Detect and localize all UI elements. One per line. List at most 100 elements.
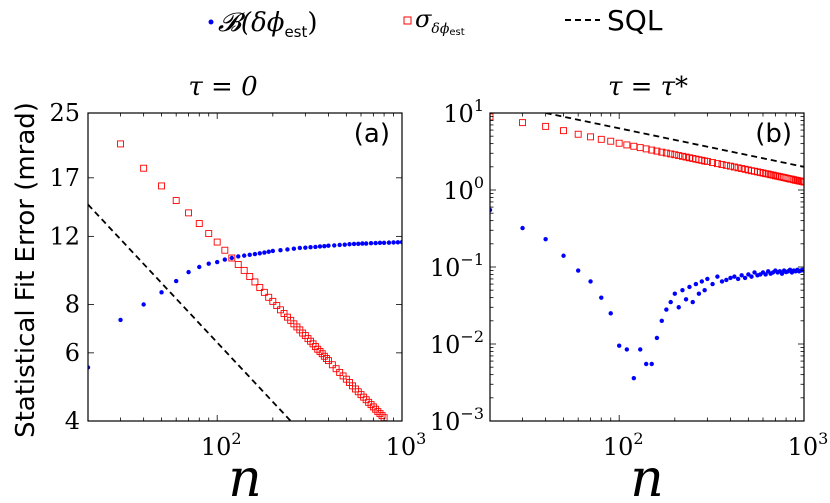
panel-a-sigma-point [376, 410, 384, 418]
panel-a-sigma-point [369, 403, 377, 411]
panel-a-ytick-label-1: 6 [65, 339, 80, 367]
panel-b-sigma-point [636, 144, 644, 152]
panel-b-xticklabels: 102 103 [603, 429, 829, 461]
panel-a-bias-point [342, 242, 347, 247]
panel-b-sigma-point [703, 157, 711, 165]
panel-a-bias-point [285, 247, 290, 252]
panel-b-sigma-point [671, 151, 679, 159]
panel-a-sigma-point [372, 405, 380, 413]
panel-b-sigma-point [727, 162, 734, 170]
panel-a-sigma-point [332, 365, 340, 373]
legend-sigma-subsub: est [449, 27, 464, 38]
panel-a-bias-point [291, 246, 297, 251]
panel-a-sigma-point [269, 297, 277, 305]
panel-a-bias-point [356, 241, 361, 247]
panel-b-sigma-point [713, 160, 721, 168]
panel-a-bias-point [141, 302, 146, 307]
panel-a-yticklabels: 4 6 8 12 17 25 [49, 99, 80, 435]
panel-a-bias-point [322, 243, 327, 249]
panel-a-title: τ = 0 [188, 72, 257, 102]
panel-a-bias-point [386, 240, 392, 245]
panel-a-ytick-label-5: 25 [49, 99, 80, 127]
panel-a-bias-point [252, 251, 258, 257]
panel-a-ytick-label-0: 4 [65, 407, 80, 435]
panel-b-plot [489, 112, 805, 422]
panel-b-bias-point [520, 225, 525, 231]
panel-b-sigma-point [764, 170, 772, 178]
panel-b-bias-point [680, 287, 685, 293]
legend-sigma-marker [403, 16, 412, 25]
legend-bias-marker [208, 19, 214, 25]
panel-b-sigma-point [653, 147, 661, 155]
panel-a-sigma-point [260, 288, 268, 296]
legend-bias-sub: est [284, 23, 307, 41]
panel-a-bias-point [391, 240, 396, 245]
panel-a-bias-point [351, 241, 357, 247]
panel-a-xticklabels: 102 103 [201, 429, 427, 461]
panel-a-xtick-label-1: 103 [386, 429, 427, 461]
panel-b-bias-point [710, 281, 715, 287]
panel-b-bias-point [690, 299, 695, 305]
panel-a-sigma-point [117, 140, 124, 148]
legend-bias-label: 𝓑(δϕest) [218, 8, 318, 41]
panel-b-bias-point [672, 291, 678, 296]
panel-a-sigma-point [265, 293, 273, 301]
panel-a-bias-point [173, 278, 179, 284]
panel-b-bias-point [705, 276, 710, 282]
panel-a-bias-point [377, 240, 383, 245]
panel-a-sigma-point [251, 278, 259, 286]
panel-b-bias-point [763, 272, 768, 277]
panel-b-bias-point [624, 347, 630, 352]
panel-b-bias-point [715, 274, 720, 279]
panel-b-sigma-point [675, 152, 683, 160]
panel-b-bias-point [696, 291, 702, 296]
panel-a-sigma-point [314, 345, 322, 353]
panel-a-bias-point [363, 241, 369, 246]
panel-a-xtick-label-0: 102 [201, 429, 242, 461]
panel-b-bias-point [749, 274, 754, 279]
panel-b-sigma-point [560, 127, 567, 135]
panel-a-bias-point [297, 245, 303, 251]
legend-sigma-label: σδϕest [415, 5, 465, 38]
panel-a-sigma-point [322, 355, 330, 363]
panel-b-sigma-point [648, 146, 656, 154]
panel-b-title: τ = τ* [608, 72, 688, 102]
panel-b-bias-point [649, 361, 654, 367]
panel-a-sigma-point [158, 182, 165, 190]
panel-b-sigma-point [662, 149, 670, 157]
panel-a-sigma-point [367, 401, 375, 409]
panel-a-bias-point [278, 248, 283, 253]
panel-b-ytick-label-2: 10−1 [430, 250, 484, 282]
panel-a-sigma-point [195, 220, 203, 228]
panel-a-sigma-point [328, 361, 336, 369]
panel-a-sigma-point [320, 352, 328, 360]
panel-b-bias-point [659, 318, 664, 324]
panel-b-sigma-point [734, 164, 742, 172]
panel-b-bias-point [779, 271, 785, 276]
panel-b-sigma-point [607, 137, 615, 145]
panel-b-sigma-point [709, 159, 716, 167]
panel-b-frame [489, 112, 805, 422]
panel-a-bias-point [308, 245, 313, 250]
panel-b-bias-point [752, 270, 757, 275]
panel-a-bias-point [257, 251, 262, 256]
panel-a-label: (a) [354, 119, 390, 149]
panel-b-bias-point [683, 297, 689, 302]
panel-b-label: (b) [755, 119, 792, 149]
panel-a-bias-point [186, 269, 191, 275]
legend-sql-label: SQL [607, 4, 663, 37]
panel-b-sql-line [545, 113, 804, 168]
panel-b-sigma-point [542, 122, 550, 130]
panel-b-bias-point [599, 295, 604, 300]
panel-a-bias-point [214, 259, 220, 265]
panel-b-sigma-point [623, 141, 631, 149]
panel-a: τ = 0 4 6 8 12 17 25 102 103 (a) n [49, 72, 426, 503]
panel-b-ytick-label-1: 10−2 [430, 327, 484, 359]
panel-a-bias-point [368, 241, 374, 246]
panel-b-sigma-point [667, 150, 675, 158]
panel-a-bias-point [206, 261, 211, 266]
panel-a-sigma-point [374, 408, 382, 416]
panel-b-sigma-point [769, 171, 777, 179]
panel-b: τ = τ* 10−3 10−2 10−1 100 101 102 103 (b) n [430, 72, 829, 503]
panel-a-frame [87, 112, 403, 422]
